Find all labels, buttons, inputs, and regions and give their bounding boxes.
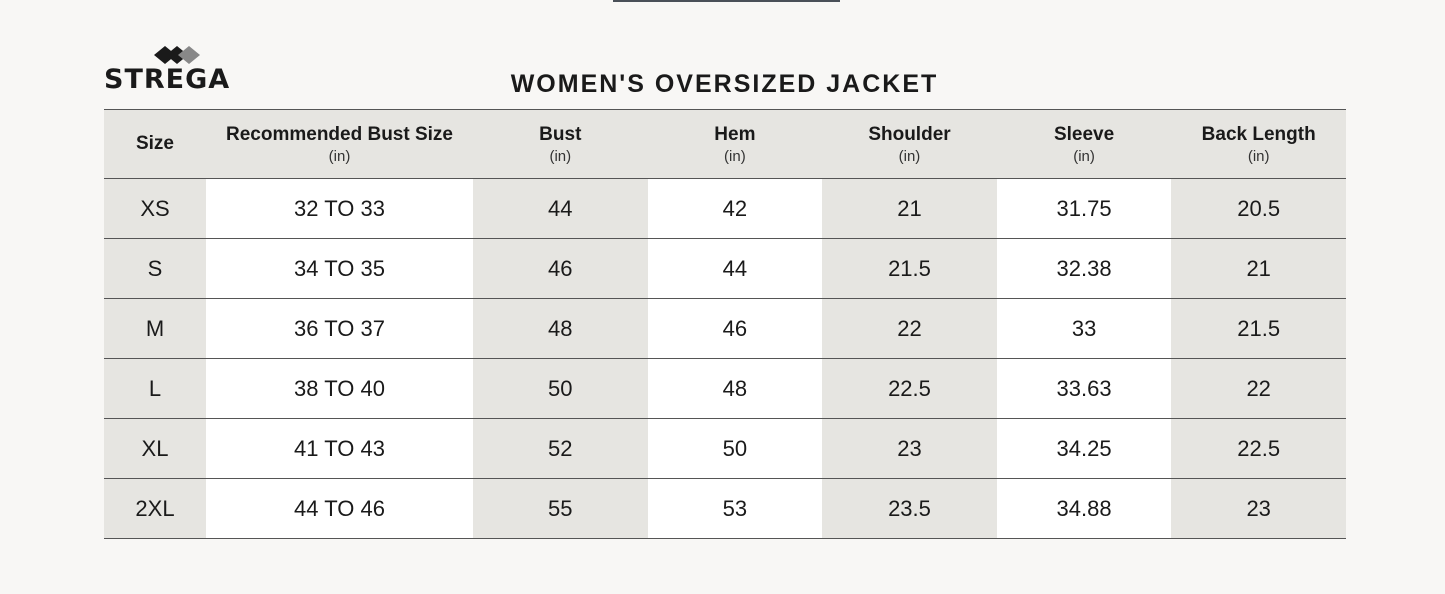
header-recommended-bust: Recommended Bust Size (in) [206, 109, 473, 179]
diamond-logo-icon [154, 46, 200, 64]
cell-size: S [104, 238, 206, 299]
cell-sleeve: 32.38 [996, 238, 1172, 299]
header-sleeve: Sleeve (in) [996, 109, 1172, 179]
cell-back-length: 23 [1171, 478, 1346, 539]
header-bust: Bust (in) [473, 109, 648, 179]
cell-size: XS [104, 178, 206, 239]
cell-size: L [104, 358, 206, 419]
cell-back-length: 22 [1171, 358, 1346, 419]
size-chart-table: Size Recommended Bust Size (in) Bust (in) … [104, 109, 1346, 539]
table-row: M 36 TO 37 48 46 22 33 21.5 [104, 298, 1346, 359]
header-hem: Hem (in) [647, 109, 823, 179]
cell-hem: 50 [647, 418, 823, 479]
cell-bust: 48 [473, 298, 648, 359]
header-row: Size Recommended Bust Size (in) Bust (in) … [104, 109, 1346, 179]
cell-sleeve: 33.63 [996, 358, 1172, 419]
brand-name: STREGA [104, 64, 231, 95]
table-row: L 38 TO 40 50 48 22.5 33.63 22 [104, 358, 1346, 419]
page-title: WOMEN'S OVERSIZED JACKET [510, 70, 939, 98]
table-row: S 34 TO 35 46 44 21.5 32.38 21 [104, 238, 1346, 299]
cell-bust: 55 [473, 478, 648, 539]
cell-size: XL [104, 418, 206, 479]
cell-sleeve: 33 [996, 298, 1172, 359]
cell-bust: 44 [473, 178, 648, 239]
header-shoulder: Shoulder (in) [822, 109, 997, 179]
top-accent-bar [613, 0, 840, 2]
cell-recommended-bust: 44 TO 46 [206, 478, 473, 539]
header-size: Size [104, 109, 206, 179]
cell-shoulder: 21.5 [822, 238, 997, 299]
cell-recommended-bust: 38 TO 40 [206, 358, 473, 419]
header-back-length: Back Length (in) [1171, 109, 1346, 179]
cell-hem: 46 [647, 298, 823, 359]
cell-sleeve: 34.25 [996, 418, 1172, 479]
cell-hem: 48 [647, 358, 823, 419]
cell-shoulder: 22.5 [822, 358, 997, 419]
cell-shoulder: 21 [822, 178, 997, 239]
cell-sleeve: 31.75 [996, 178, 1172, 239]
cell-size: M [104, 298, 206, 359]
cell-size: 2XL [104, 478, 206, 539]
cell-bust: 50 [473, 358, 648, 419]
cell-shoulder: 23.5 [822, 478, 997, 539]
cell-recommended-bust: 34 TO 35 [206, 238, 473, 299]
cell-recommended-bust: 32 TO 33 [206, 178, 473, 239]
cell-recommended-bust: 41 TO 43 [206, 418, 473, 479]
cell-back-length: 22.5 [1171, 418, 1346, 479]
brand-logo: STREGA [104, 44, 254, 98]
cell-bust: 46 [473, 238, 648, 299]
table-row: XS 32 TO 33 44 42 21 31.75 20.5 [104, 178, 1346, 239]
table-row: 2XL 44 TO 46 55 53 23.5 34.88 23 [104, 478, 1346, 539]
cell-hem: 42 [647, 178, 823, 239]
cell-shoulder: 23 [822, 418, 997, 479]
cell-hem: 53 [647, 478, 823, 539]
cell-hem: 44 [647, 238, 823, 299]
table-row: XL 41 TO 43 52 50 23 34.25 22.5 [104, 418, 1346, 479]
cell-bust: 52 [473, 418, 648, 479]
cell-back-length: 21 [1171, 238, 1346, 299]
cell-back-length: 21.5 [1171, 298, 1346, 359]
cell-shoulder: 22 [822, 298, 997, 359]
cell-recommended-bust: 36 TO 37 [206, 298, 473, 359]
cell-back-length: 20.5 [1171, 178, 1346, 239]
cell-sleeve: 34.88 [996, 478, 1172, 539]
